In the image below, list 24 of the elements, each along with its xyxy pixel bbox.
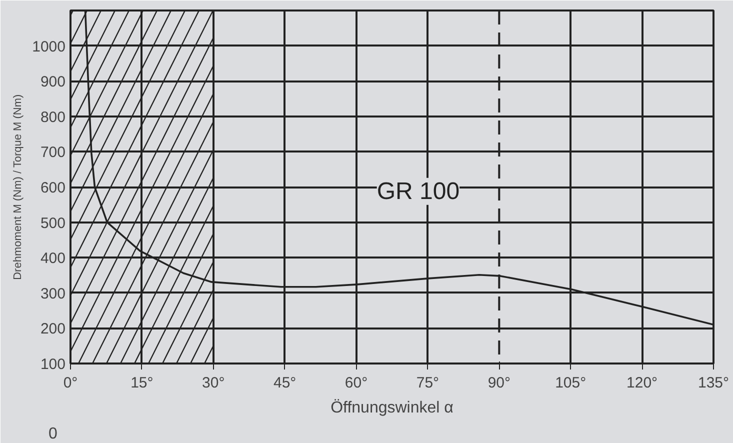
y-tick-label: 700 <box>40 144 66 162</box>
y-tick-label: 400 <box>40 250 66 268</box>
y-tick-label: 300 <box>40 285 66 302</box>
x-tick-label: 105° <box>555 374 586 392</box>
x-tick-label: 90° <box>488 374 511 392</box>
y-tick-label: 100 <box>40 356 66 373</box>
x-tick-label: 60° <box>344 374 368 392</box>
x-tick-label: 135° <box>698 374 730 392</box>
x-tick-label: 15° <box>130 374 154 392</box>
x-tick-label: 45° <box>273 374 296 392</box>
y-tick-label: 900 <box>40 74 66 91</box>
y-tick-label: 800 <box>40 108 66 126</box>
x-tick-label: 75° <box>416 374 440 392</box>
y-tick-label: 600 <box>40 180 66 196</box>
y-tick-label: 200 <box>40 320 66 338</box>
y-tick-label: 500 <box>40 214 66 232</box>
text: GR 100 <box>376 178 460 205</box>
x-axis-title: Öffnungswinkel α <box>330 398 454 416</box>
x-tick-label: 30° <box>202 374 225 392</box>
y-axis-title: Drehmoment M (Nm) / Torque M (Nm) <box>12 94 24 280</box>
text: 0 <box>48 426 58 442</box>
x-tick-label: 120° <box>626 374 658 392</box>
y-tick-label: 1000 <box>32 38 66 56</box>
x-tick-label: 0° <box>63 374 78 392</box>
